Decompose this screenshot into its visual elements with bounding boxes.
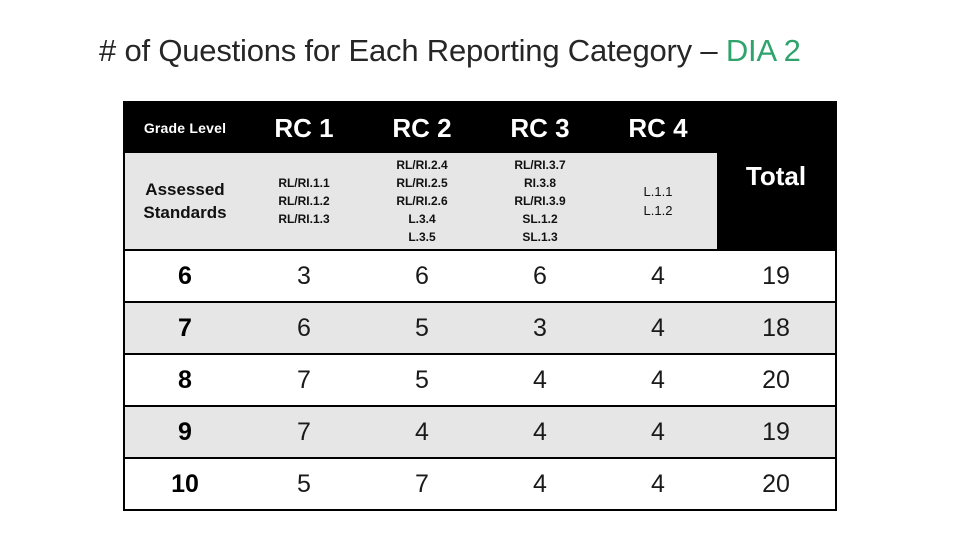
assessed-standards-label: Assessed Standards	[125, 153, 245, 249]
grade-7-rc3-value: 3	[481, 301, 599, 353]
grade-8-rc2-value: 5	[363, 353, 481, 405]
grade-10-total-value: 20	[717, 457, 835, 509]
grade-7-rc1-value: 6	[245, 301, 363, 353]
grade-9-total-value: 19	[717, 405, 835, 457]
grade-6-rc4-value: 4	[599, 249, 717, 301]
title-highlight: DIA 2	[725, 33, 801, 68]
standard-item: SL.1.2	[522, 212, 558, 226]
grade-7-total-value: 18	[717, 301, 835, 353]
col-header-rc3: RC 3	[481, 103, 599, 153]
col-header-grade-level: Grade Level	[125, 103, 245, 153]
standard-item: RL/RI.1.1	[278, 176, 330, 190]
grade-9-rc1-value: 7	[245, 405, 363, 457]
col-header-rc1: RC 1	[245, 103, 363, 153]
grade-9-rc4-value: 4	[599, 405, 717, 457]
slide-title: # of Questions for Each Reporting Catego…	[99, 33, 801, 69]
standard-item: RL/RI.3.9	[514, 194, 566, 208]
grade-10-rc2-value: 7	[363, 457, 481, 509]
grade-9-rc3-value: 4	[481, 405, 599, 457]
standards-rc2: RL/RI.2.4 RL/RI.2.5 RL/RI.2.6 L.3.4 L.3.…	[363, 153, 481, 249]
standard-item: L.1.1	[643, 184, 673, 199]
grade-7-rc4-value: 4	[599, 301, 717, 353]
grade-6-total-value: 19	[717, 249, 835, 301]
grade-7-rc2-value: 5	[363, 301, 481, 353]
grade-10-rc4-value: 4	[599, 457, 717, 509]
standards-rc1: RL/RI.1.1 RL/RI.1.2 RL/RI.1.3	[245, 153, 363, 249]
col-header-total: Total	[717, 103, 835, 249]
standards-rc3: RL/RI.3.7 RI.3.8 RL/RI.3.9 SL.1.2 SL.1.3	[481, 153, 599, 249]
col-header-rc2: RC 2	[363, 103, 481, 153]
grade-8-rc1-value: 7	[245, 353, 363, 405]
standard-item: L.3.4	[408, 212, 436, 226]
grade-6-rc3-value: 6	[481, 249, 599, 301]
grade-8-rc3-value: 4	[481, 353, 599, 405]
standard-item: RI.3.8	[523, 176, 556, 190]
standard-item: RL/RI.2.5	[396, 176, 448, 190]
grade-9-rc2-value: 4	[363, 405, 481, 457]
grade-6-cell: 6	[125, 249, 245, 301]
grade-10-cell: 10	[125, 457, 245, 509]
standard-item: SL.1.3	[522, 230, 558, 244]
grade-10-rc1-value: 5	[245, 457, 363, 509]
grade-6-rc1-value: 3	[245, 249, 363, 301]
col-header-rc4: RC 4	[599, 103, 717, 153]
standard-item: RL/RI.1.2	[278, 194, 330, 208]
grade-10-rc3-value: 4	[481, 457, 599, 509]
standard-item: RL/RI.2.6	[396, 194, 448, 208]
standard-item: L.3.5	[408, 230, 436, 244]
grade-8-cell: 8	[125, 353, 245, 405]
grade-8-total-value: 20	[717, 353, 835, 405]
standards-rc4: L.1.1 L.1.2	[599, 153, 717, 249]
title-text: # of Questions for Each Reporting Catego…	[99, 33, 726, 68]
grade-6-rc2-value: 6	[363, 249, 481, 301]
grade-9-cell: 9	[125, 405, 245, 457]
standard-item: RL/RI.2.4	[396, 158, 448, 172]
questions-table: Grade Level RC 1 RC 2 RC 3 RC 4 Total As…	[123, 101, 837, 511]
grade-7-cell: 7	[125, 301, 245, 353]
grade-8-rc4-value: 4	[599, 353, 717, 405]
standard-item: RL/RI.1.3	[278, 212, 330, 226]
standard-item: RL/RI.3.7	[514, 158, 566, 172]
standard-item: L.1.2	[643, 203, 673, 218]
